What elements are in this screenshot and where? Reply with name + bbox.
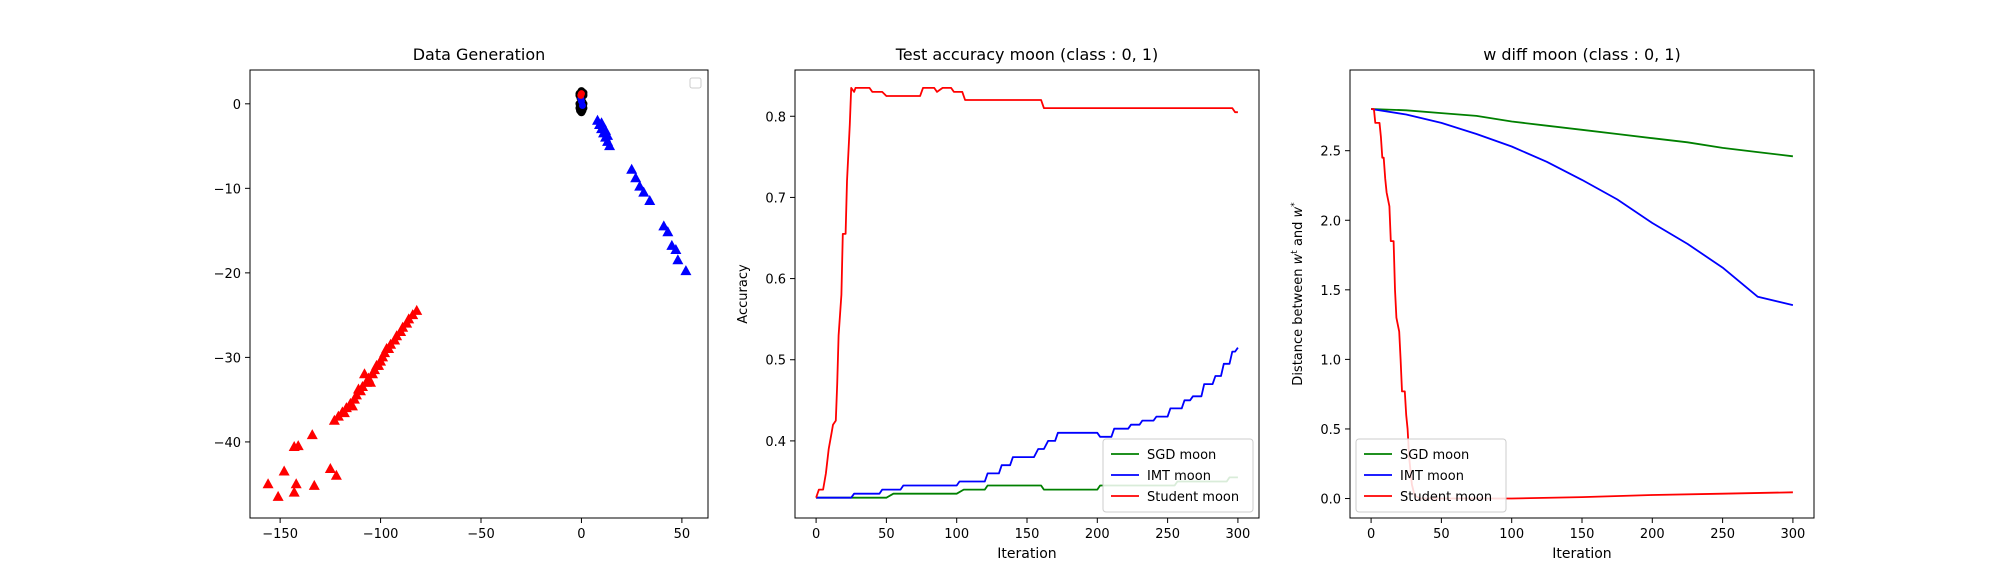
series-line-student-moon bbox=[815, 87, 1238, 498]
scatter-circle-point bbox=[577, 91, 585, 99]
y-tick-label: 0 bbox=[233, 98, 241, 113]
legend-label: IMT moon bbox=[1147, 469, 1211, 484]
scatter-triangle-point bbox=[278, 465, 290, 476]
x-tick-label: −50 bbox=[467, 527, 494, 542]
scatter-triangle-point bbox=[262, 478, 274, 489]
axes-frame bbox=[794, 69, 1260, 519]
legend: SGD moon IMT moon Student moon bbox=[1355, 438, 1507, 513]
y-tick-label: 2.0 bbox=[1320, 214, 1341, 229]
scatter-triangle-point bbox=[602, 129, 614, 140]
scatter-triangle-point bbox=[288, 440, 300, 451]
y-tick-label: −40 bbox=[214, 436, 241, 451]
y-tick-label: 0.0 bbox=[1320, 493, 1341, 508]
series-line-sgd-moon bbox=[1371, 108, 1794, 158]
x-tick-label: −100 bbox=[363, 527, 399, 542]
scatter-triangle-point bbox=[634, 180, 646, 191]
scatter-triangle-point bbox=[596, 117, 608, 128]
scatter-triangle-point bbox=[330, 469, 342, 480]
scatter-triangle-point bbox=[288, 486, 300, 497]
y-tick-label: 2.5 bbox=[1320, 145, 1341, 160]
scatter-triangle-point bbox=[644, 195, 656, 206]
chart-panel-3: w diff moon (class : 0, 1) 0 50 100 150 200 25… bbox=[1290, 45, 1815, 562]
legend-label: Student moon bbox=[1400, 490, 1492, 505]
legend: SGD moon IMT moon Student moon bbox=[1102, 438, 1254, 513]
legend-label: IMT moon bbox=[1400, 469, 1464, 484]
legend-box bbox=[1355, 438, 1507, 513]
scatter-triangle-point bbox=[662, 226, 674, 237]
plot-area bbox=[262, 87, 692, 501]
x-tick-label: −150 bbox=[262, 527, 298, 542]
scatter-circle-point bbox=[578, 102, 586, 110]
scatter-triangle-point bbox=[352, 383, 364, 394]
scatter-triangle-point bbox=[630, 172, 642, 183]
scatter-triangle-point bbox=[338, 407, 350, 418]
y-tick-label: 0.6 bbox=[765, 273, 786, 288]
scatter-triangle-point bbox=[658, 220, 670, 231]
y-tick-label: 0.5 bbox=[1320, 423, 1341, 438]
x-tick-label: 250 bbox=[1155, 527, 1180, 542]
x-tick-label: 50 bbox=[1433, 527, 1450, 542]
scatter-triangle-point bbox=[290, 478, 302, 489]
x-tick-label: 50 bbox=[878, 527, 895, 542]
scatter-triangle-point bbox=[359, 368, 370, 379]
x-axis-label: Iteration bbox=[1552, 546, 1611, 562]
chart-panel-2: Test accuracy moon (class : 0, 1) 0 50 100 1… bbox=[736, 45, 1260, 562]
x-tick-label: 0 bbox=[1367, 527, 1375, 542]
y-tick-label: 0.5 bbox=[765, 354, 786, 369]
series-line-imt-moon bbox=[816, 347, 1239, 499]
y-tick-label: 1.5 bbox=[1320, 284, 1341, 299]
y-tick-label: 1.0 bbox=[1320, 353, 1341, 368]
x-tick-label: 300 bbox=[1225, 527, 1250, 542]
x-tick-label: 200 bbox=[1640, 527, 1665, 542]
x-tick-label: 300 bbox=[1780, 527, 1805, 542]
chart-title: Data Generation bbox=[413, 45, 546, 64]
x-tick-label: 250 bbox=[1710, 527, 1735, 542]
scatter-triangle-point bbox=[670, 244, 682, 255]
chart-title: Test accuracy moon (class : 0, 1) bbox=[895, 45, 1159, 64]
chart-panel-1: Data Generation −150 −100 −50 0 50 0 −10 −20 −30 −… bbox=[214, 45, 709, 542]
chart-title: w diff moon (class : 0, 1) bbox=[1483, 45, 1681, 64]
x-tick-label: 150 bbox=[1015, 527, 1040, 542]
x-tick-label: 0 bbox=[812, 527, 820, 542]
y-tick-label: 0.4 bbox=[765, 435, 786, 450]
x-tick-label: 100 bbox=[944, 527, 969, 542]
axes-frame bbox=[1349, 69, 1815, 519]
x-tick-label: 0 bbox=[577, 527, 585, 542]
legend-label: SGD moon bbox=[1400, 448, 1469, 463]
x-tick-label: 150 bbox=[1570, 527, 1595, 542]
y-tick-label: −20 bbox=[214, 267, 241, 282]
y-tick-label: −10 bbox=[214, 182, 241, 197]
y-tick-label: 0.7 bbox=[765, 191, 786, 206]
scatter-triangle-point bbox=[365, 376, 377, 387]
scatter-triangle-point bbox=[626, 163, 638, 174]
scatter-triangle-point bbox=[381, 342, 393, 353]
y-axis-label: Distance between wt and w* bbox=[1290, 202, 1306, 386]
scatter-triangle-point bbox=[272, 490, 284, 501]
legend-label: Student moon bbox=[1147, 490, 1239, 505]
legend-box bbox=[1102, 438, 1254, 513]
y-tick-label: −30 bbox=[214, 351, 241, 366]
scatter-triangle-point bbox=[680, 265, 692, 276]
scatter-triangle-point bbox=[346, 400, 358, 411]
legend-box bbox=[689, 77, 702, 89]
scatter-triangle-point bbox=[604, 140, 616, 151]
x-tick-label: 200 bbox=[1085, 527, 1110, 542]
x-tick-label: 50 bbox=[674, 527, 691, 542]
scatter-triangle-point bbox=[328, 414, 340, 425]
y-tick-label: 0.8 bbox=[765, 110, 786, 125]
scatter-triangle-point bbox=[308, 479, 320, 490]
y-axis-label: Accuracy bbox=[736, 264, 751, 324]
legend-label: SGD moon bbox=[1147, 448, 1216, 463]
axes-frame bbox=[249, 69, 709, 519]
scatter-triangle-point bbox=[373, 359, 385, 370]
scatter-triangle-point bbox=[672, 254, 684, 265]
series-line-imt-moon bbox=[1370, 108, 1794, 306]
scatter-triangle-point bbox=[638, 186, 650, 197]
scatter-triangle-point bbox=[324, 462, 336, 473]
scatter-triangle-point bbox=[306, 429, 318, 440]
x-axis-label: Iteration bbox=[997, 546, 1056, 562]
x-tick-label: 100 bbox=[1499, 527, 1524, 542]
